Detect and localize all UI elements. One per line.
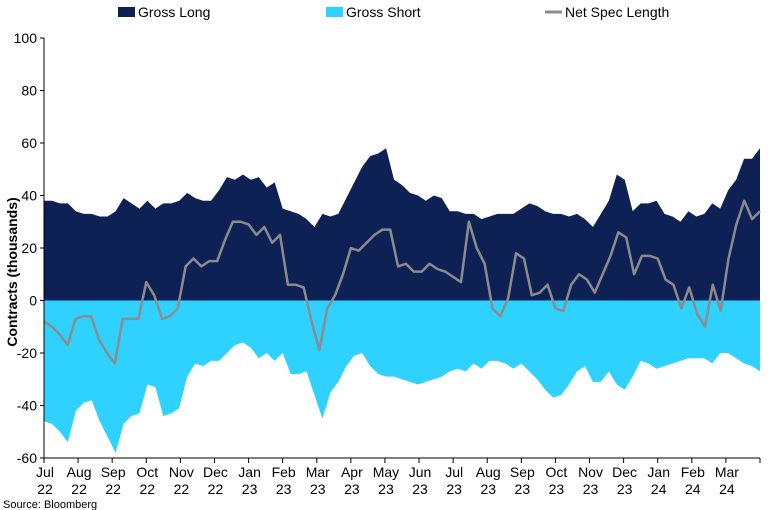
y-tick-label: -20 (17, 345, 37, 361)
y-tick-label: 100 (14, 30, 38, 46)
x-tick-label-year: 22 (174, 481, 190, 497)
y-tick-label: 80 (21, 83, 37, 99)
x-tick-label-month: Jun (409, 464, 432, 480)
legend-label-gross-long: Gross Long (138, 4, 210, 20)
x-tick-label-year: 22 (37, 481, 53, 497)
x-tick-label-month: Feb (272, 464, 296, 480)
x-tick-label-year: 23 (378, 481, 394, 497)
legend-label-gross-short: Gross Short (346, 4, 421, 20)
x-tick-label-month: Apr (341, 464, 363, 480)
x-tick-label-year: 23 (515, 481, 531, 497)
x-tick-label-year: 23 (446, 481, 462, 497)
plot-areas (43, 148, 761, 453)
y-tick-label: 40 (21, 188, 37, 204)
x-tick-label-year: 23 (412, 481, 428, 497)
y-tick-label: 60 (21, 135, 37, 151)
x-tick-label-month: Jul (445, 464, 463, 480)
x-tick-label-month: Nov (578, 464, 603, 480)
x-tick-label-year: 23 (549, 481, 565, 497)
x-tick-label-year: 23 (583, 481, 599, 497)
x-tick-label-year: 24 (651, 481, 667, 497)
x-tick-label-year: 22 (139, 481, 155, 497)
legend: Gross Long Gross Short Net Spec Length (118, 4, 669, 20)
x-tick-label-month: Dec (203, 464, 228, 480)
x-tick-label-month: Aug (67, 464, 92, 480)
x-axis: Jul22Aug22Sep22Oct22Nov22Dec22Jan23Feb23… (36, 457, 761, 497)
legend-label-net-spec-length: Net Spec Length (565, 4, 669, 20)
legend-swatch-gross-short (326, 7, 343, 17)
x-tick-label-year: 23 (310, 481, 326, 497)
x-tick-label-month: Sep (510, 464, 535, 480)
y-tick-label: -40 (17, 398, 37, 414)
x-tick-label-year: 23 (480, 481, 496, 497)
gross-short-area (44, 300, 760, 453)
net-spec-length-line (43, 199, 761, 365)
x-tick-label-year: 22 (105, 481, 121, 497)
x-tick-label-year: 24 (719, 481, 735, 497)
y-tick-label: 20 (21, 240, 37, 256)
x-tick-label-month: Mar (306, 464, 330, 480)
x-tick-label-month: Oct (136, 464, 158, 480)
source-note: Source: Bloomberg (3, 499, 97, 510)
x-tick-label-month: Oct (546, 464, 568, 480)
x-tick-label-month: Aug (476, 464, 501, 480)
x-tick-label-year: 22 (208, 481, 224, 497)
x-tick-label-year: 23 (276, 481, 292, 497)
x-tick-label-month: Jan (647, 464, 670, 480)
y-axis: 100 80 60 40 20 0 -20 -40 -60 (14, 30, 45, 466)
x-tick-label-year: 24 (685, 481, 701, 497)
x-tick-label-month: Sep (101, 464, 126, 480)
x-tick-label-year: 23 (344, 481, 360, 497)
x-tick-label-year: 23 (617, 481, 633, 497)
x-tick-label-month: Feb (681, 464, 705, 480)
x-tick-label-month: Dec (612, 464, 637, 480)
x-tick-label-month: Nov (169, 464, 194, 480)
y-tick-label: 0 (29, 293, 37, 309)
x-tick-label-year: 22 (71, 481, 87, 497)
y-axis-title: Contracts (thousands) (4, 197, 20, 346)
y-tick-label: -60 (17, 450, 37, 466)
legend-swatch-gross-long (118, 7, 135, 17)
x-tick-label-month: Mar (715, 464, 739, 480)
x-tick-label-month: Jul (36, 464, 54, 480)
x-tick-label-month: Jan (238, 464, 261, 480)
gross-long-area (44, 148, 760, 301)
x-tick-label-year: 23 (242, 481, 258, 497)
x-tick-label-month: May (373, 464, 399, 480)
